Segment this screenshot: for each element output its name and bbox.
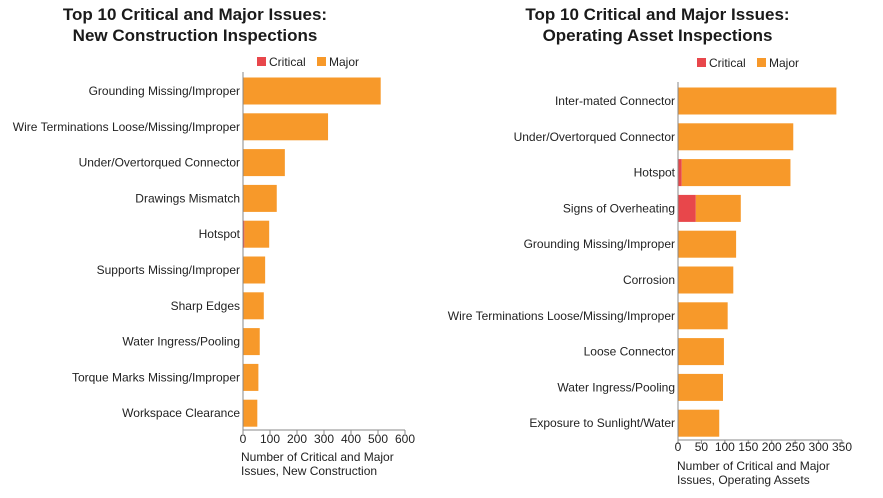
- x-tick-label: 350: [832, 440, 852, 454]
- x-tick-label: 300: [314, 432, 334, 446]
- x-tick-label: 0: [240, 432, 247, 446]
- category-label: Corrosion: [623, 273, 675, 287]
- x-tick-label: 200: [287, 432, 307, 446]
- category-label: Water Ingress/Pooling: [557, 380, 675, 394]
- category-label: Wire Terminations Loose/Missing/Improper: [448, 309, 675, 323]
- category-label: Hotspot: [199, 227, 241, 241]
- bar-major: [243, 184, 277, 212]
- x-tick-label: 200: [762, 440, 782, 454]
- category-label: Inter-mated Connector: [555, 94, 675, 108]
- x-axis-title-line: Number of Critical and Major: [241, 450, 394, 464]
- chart-title-line-2: Operating Asset Inspections: [542, 26, 773, 45]
- x-tick-label: 50: [695, 440, 709, 454]
- category-label: Signs of Overheating: [563, 201, 675, 215]
- bar-critical: [678, 159, 682, 187]
- x-tick-label: 600: [395, 432, 415, 446]
- bar-major: [243, 77, 381, 105]
- x-axis-title-line: Issues, New Construction: [241, 464, 377, 478]
- category-label: Exposure to Sunlight/Water: [529, 416, 675, 430]
- chart-title-line-2: New Construction Inspections: [72, 26, 318, 45]
- legend-label-critical: Critical: [269, 55, 306, 69]
- chart-title-line-1: Top 10 Critical and Major Issues:: [525, 5, 790, 24]
- category-label: Under/Overtorqued Connector: [514, 130, 675, 144]
- category-label: Drawings Mismatch: [135, 191, 240, 205]
- category-label: Sharp Edges: [171, 299, 240, 313]
- legend-swatch-major: [317, 57, 326, 66]
- category-label: Torque Marks Missing/Improper: [72, 370, 240, 384]
- bar-major: [243, 149, 285, 177]
- x-tick-label: 250: [785, 440, 805, 454]
- legend-label-major: Major: [769, 56, 799, 70]
- legend-label-critical: Critical: [709, 56, 746, 70]
- bar-major: [243, 292, 264, 320]
- category-label: Hotspot: [634, 166, 676, 180]
- chart-panel-new-construction: Top 10 Critical and Major Issues: New Co…: [0, 0, 440, 498]
- category-label: Wire Terminations Loose/Missing/Improper: [13, 120, 240, 134]
- category-label: Workspace Clearance: [122, 406, 240, 420]
- category-label: Loose Connector: [584, 345, 675, 359]
- new-construction-bar-chart: Critical Major Grounding Missing/Improper W…: [13, 55, 416, 478]
- chart-title-line-1: Top 10 Critical and Major Issues:: [62, 5, 328, 24]
- chart-title: Top 10 Critical and Major Issues: New Co…: [0, 4, 390, 46]
- bar-major: [243, 328, 260, 356]
- bar-major: [243, 363, 259, 391]
- bar-major: [678, 302, 728, 330]
- x-tick-label: 100: [260, 432, 280, 446]
- legend-swatch-critical: [257, 57, 266, 66]
- bar-major: [678, 373, 723, 401]
- bar-major: [678, 230, 737, 258]
- bar-major: [678, 409, 720, 437]
- x-axis-title-line: Issues, Operating Assets: [677, 473, 810, 487]
- bar-major: [678, 266, 734, 294]
- category-label: Under/Overtorqued Connector: [79, 156, 240, 170]
- chart-title: Top 10 Critical and Major Issues: Operat…: [460, 4, 855, 46]
- legend-label-major: Major: [329, 55, 359, 69]
- bar-major: [244, 220, 270, 248]
- legend-swatch-critical: [697, 58, 706, 67]
- bar-major: [678, 338, 724, 366]
- bar-major: [678, 123, 794, 151]
- bar-major: [243, 113, 329, 141]
- bar-major: [243, 256, 266, 284]
- bar-major: [695, 194, 741, 222]
- x-tick-label: 100: [715, 440, 735, 454]
- legend-swatch-major: [757, 58, 766, 67]
- x-tick-label: 300: [809, 440, 829, 454]
- bar-major: [243, 399, 258, 427]
- category-label: Water Ingress/Pooling: [122, 335, 240, 349]
- operating-assets-bar-chart: Critical Major Inter-mated Connector Under/…: [448, 56, 853, 487]
- category-label: Grounding Missing/Improper: [524, 237, 675, 251]
- x-tick-label: 0: [675, 440, 682, 454]
- bar-major: [681, 159, 791, 187]
- x-tick-label: 400: [341, 432, 361, 446]
- x-tick-label: 150: [738, 440, 758, 454]
- bar-critical: [243, 220, 245, 248]
- category-label: Supports Missing/Improper: [97, 263, 240, 277]
- x-axis-title-line: Number of Critical and Major: [677, 459, 830, 473]
- chart-panel-operating-assets: Top 10 Critical and Major Issues: Operat…: [440, 0, 883, 498]
- bar-major: [678, 87, 837, 115]
- category-label: Grounding Missing/Improper: [89, 84, 240, 98]
- x-tick-label: 500: [368, 432, 388, 446]
- bar-critical: [678, 194, 696, 222]
